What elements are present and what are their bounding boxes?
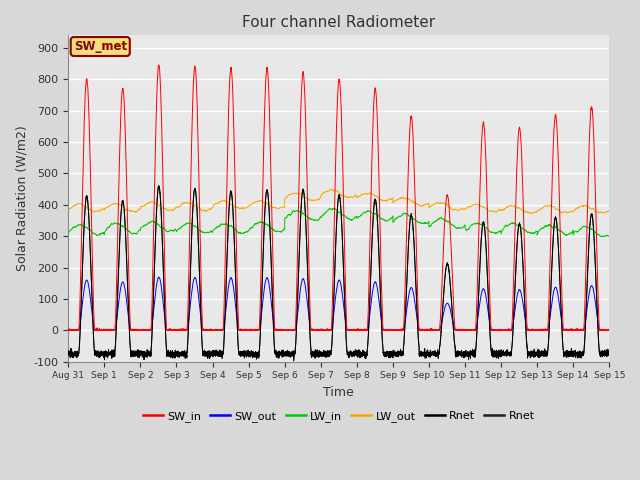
X-axis label: Time: Time [323,386,354,399]
Text: SW_met: SW_met [74,40,127,53]
Y-axis label: Solar Radiation (W/m2): Solar Radiation (W/m2) [15,126,28,271]
Title: Four channel Radiometer: Four channel Radiometer [242,15,435,30]
Legend: SW_in, SW_out, LW_in, LW_out, Rnet, Rnet: SW_in, SW_out, LW_in, LW_out, Rnet, Rnet [138,407,539,426]
